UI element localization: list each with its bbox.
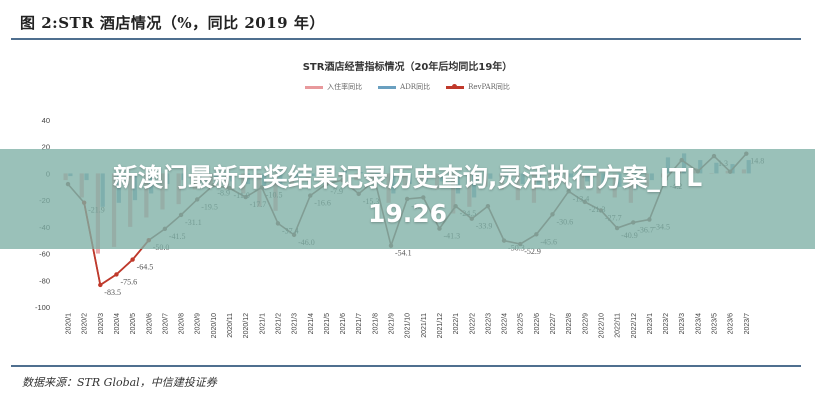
revpar-point — [98, 282, 103, 288]
bottom-rule — [11, 365, 801, 367]
legend-label-revpar: RevPAR同比 — [468, 83, 510, 91]
x-tick-label: 2021/3 — [292, 313, 299, 335]
x-tick-label: 2022/11 — [615, 313, 622, 338]
revpar-point — [114, 272, 119, 277]
x-tick-label: 2021/10 — [405, 313, 412, 338]
x-tick-label: 2020/10 — [211, 313, 218, 338]
x-tick-label: 2020/6 — [146, 313, 153, 335]
x-tick-label: 2021/4 — [308, 313, 315, 335]
x-tick-label: 2023/5 — [712, 313, 719, 335]
x-tick-label: 2020/7 — [162, 313, 169, 335]
legend-swatch-occupancy — [305, 85, 324, 89]
x-tick-label: 2020/11 — [227, 313, 234, 338]
x-tick-label: 2022/7 — [550, 313, 557, 335]
x-tick-label: 2021/7 — [356, 313, 363, 335]
overlay-banner — [0, 149, 815, 249]
x-tick-label: 2020/12 — [243, 313, 250, 338]
x-tick-label: 2023/7 — [744, 313, 751, 335]
revpar-data-label: -52.9 — [524, 247, 541, 256]
overlay-headline-line2: 19.26 — [367, 199, 448, 228]
x-tick-label: 2022/4 — [502, 313, 509, 335]
chart-legend: 入住率同比 ADR同比 RevPAR同比 — [0, 82, 815, 92]
revpar-data-label: -83.5 — [104, 288, 121, 297]
legend-label-adr: ADR同比 — [400, 83, 431, 91]
y-tick-label: 20 — [42, 143, 50, 152]
figure-title: 图 2:STR 酒店情况（%，同比 2019 年） — [20, 14, 325, 32]
x-tick-label: 2021/1 — [259, 313, 266, 335]
revpar-data-label: -75.6 — [120, 277, 137, 286]
x-tick-label: 2020/8 — [179, 313, 186, 335]
chart-title: STR酒店经营指标情况（20年后均同比19年） — [302, 62, 513, 73]
x-tick-label: 2022/5 — [518, 313, 525, 335]
x-tick-label: 2023/4 — [695, 313, 702, 335]
x-tick-label: 2022/3 — [485, 313, 492, 335]
legend-item-revpar: RevPAR同比 — [446, 82, 510, 92]
source-note: 数据来源：STR Global，中信建投证券 — [22, 376, 217, 389]
x-tick-label: 2023/6 — [728, 313, 735, 335]
top-rule — [11, 38, 801, 40]
x-tick-label: 2022/9 — [582, 313, 589, 335]
x-tick-label: 2023/1 — [647, 313, 654, 335]
x-tick-label: 2022/2 — [469, 313, 476, 335]
x-tick-label: 2020/1 — [66, 313, 73, 335]
x-tick-label: 2022/1 — [453, 313, 460, 335]
y-tick-label: -100 — [35, 303, 50, 312]
x-tick-label: 2020/5 — [130, 313, 137, 335]
revpar-data-label: -54.1 — [395, 249, 412, 258]
x-tick-label: 2021/6 — [340, 313, 347, 335]
x-tick-label: 2021/5 — [324, 313, 331, 335]
x-tick-label: 2020/9 — [195, 313, 202, 335]
legend-item-occupancy: 入住率同比 — [305, 82, 362, 92]
revpar-data-label: -64.5 — [137, 263, 154, 272]
x-tick-label: 2020/2 — [82, 313, 89, 335]
x-tick-label: 2021/11 — [421, 313, 428, 338]
x-tick-label: 2020/3 — [98, 313, 105, 335]
overlay-headline: 新澳门最新开奖结果记录历史查询,灵活执行方案_ITL 19.26 — [0, 160, 815, 232]
x-tick-label: 2022/6 — [534, 313, 541, 335]
x-tick-label: 2021/2 — [275, 313, 282, 335]
legend-label-occupancy: 入住率同比 — [327, 83, 363, 91]
legend-swatch-revpar — [446, 83, 465, 89]
x-tick-label: 2023/3 — [679, 313, 686, 335]
x-tick-label: 2023/2 — [663, 313, 670, 335]
x-tick-label: 2021/12 — [437, 313, 444, 338]
x-tick-label: 2021/9 — [389, 313, 396, 335]
legend-swatch-adr — [378, 85, 397, 89]
x-tick-label: 2022/12 — [631, 313, 638, 338]
x-tick-label: 2022/8 — [566, 313, 573, 335]
y-tick-label: -60 — [39, 250, 50, 259]
legend-item-adr: ADR同比 — [378, 82, 430, 92]
x-tick-label: 2020/4 — [114, 313, 121, 335]
overlay-headline-line1: 新澳门最新开奖结果记录历史查询,灵活执行方案_ITL — [112, 163, 703, 192]
x-tick-label: 2022/10 — [598, 313, 605, 338]
y-tick-label: -80 — [39, 276, 50, 285]
x-tick-label: 2021/8 — [372, 313, 379, 335]
revpar-point — [130, 257, 135, 262]
y-tick-label: 40 — [42, 116, 50, 125]
